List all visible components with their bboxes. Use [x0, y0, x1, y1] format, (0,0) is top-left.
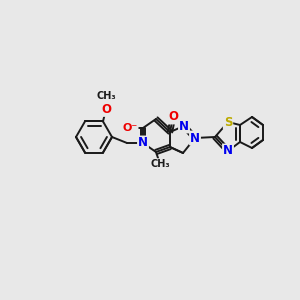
Text: N: N	[138, 136, 148, 149]
Text: O: O	[168, 110, 178, 124]
Text: CH₃: CH₃	[150, 159, 170, 169]
Text: N: N	[190, 131, 200, 145]
Text: S: S	[224, 116, 232, 128]
Text: O⁻: O⁻	[122, 123, 138, 133]
Text: N: N	[223, 145, 233, 158]
Text: O: O	[101, 103, 111, 116]
Text: CH₃: CH₃	[96, 92, 116, 101]
Text: N: N	[179, 119, 189, 133]
